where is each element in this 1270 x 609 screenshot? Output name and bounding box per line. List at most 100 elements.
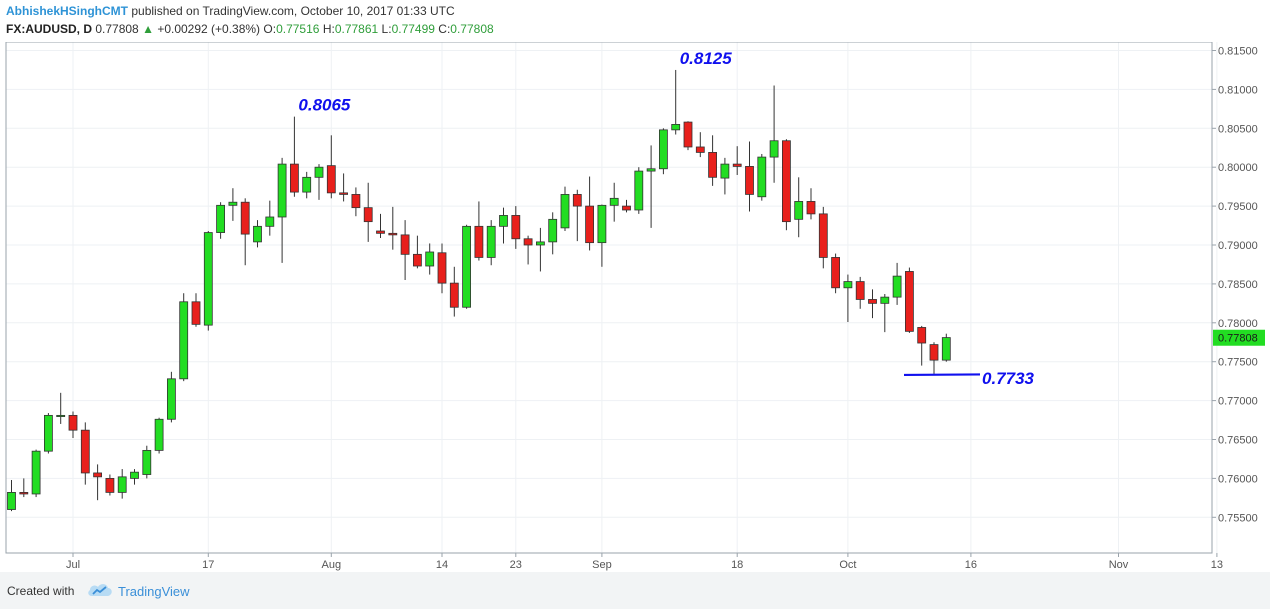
quote-line: FX:AUDUSD, D 0.77808 ▲ +0.00292 (+0.38%)… (6, 22, 494, 36)
y-tick-label: 0.75500 (1218, 512, 1258, 524)
chart-area[interactable]: 0.8065 0.8125 0.7733 0.81500 0.81000 0.80500… (0, 41, 1270, 572)
candle-down (683, 121, 693, 148)
candle-up (314, 166, 324, 178)
up-arrow-icon: ▲ (142, 22, 154, 36)
candle-down (339, 192, 349, 195)
candle-down (376, 230, 385, 234)
candle-up (302, 176, 312, 193)
y-tick-label: 0.77500 (1218, 357, 1258, 369)
last-price-marker: 0.77808 (1213, 329, 1265, 346)
candlestick-chart[interactable]: 0.8065 0.8125 0.7733 0.81500 0.81000 0.80500… (0, 41, 1270, 572)
chart-header: AbhishekHSinghCMT published on TradingVi… (0, 0, 1270, 42)
candle-down (695, 146, 705, 153)
candle-down (240, 201, 250, 235)
candle-up (499, 215, 508, 227)
candle-up (843, 281, 853, 289)
candle-up (560, 194, 570, 229)
candle-up (425, 251, 435, 267)
candle-down (732, 163, 742, 167)
candle-up (794, 201, 804, 220)
candle-down (437, 252, 447, 284)
candle-down (68, 414, 78, 431)
candle-down (868, 299, 877, 304)
x-tick-label: 18 (731, 559, 743, 571)
candle-up (892, 275, 902, 298)
candle-up (634, 170, 644, 211)
candle-down (929, 344, 939, 361)
candle-down (400, 234, 410, 255)
x-tick-label: Nov (1109, 559, 1129, 571)
candle-up (486, 225, 496, 258)
x-tick-label: 14 (436, 559, 448, 571)
tradingview-brand-link[interactable]: TradingView (118, 584, 190, 599)
candle-down (449, 282, 459, 308)
low-annotation: 0.7733 (982, 369, 1035, 388)
candle-down (806, 201, 816, 215)
candle-up (56, 414, 66, 417)
candle-up (536, 241, 545, 246)
candle-up (31, 450, 41, 495)
candles (7, 69, 951, 512)
candle-up (277, 163, 287, 218)
time-axis[interactable]: Jul 17 Aug 14 23 Sep 18 Oct 16 Nov 13 (66, 553, 1223, 571)
high-annotation: 0.8125 (680, 49, 733, 68)
candle-down (511, 215, 521, 240)
annotations: 0.8065 0.8125 0.7733 (298, 49, 1034, 388)
y-tick-label: 0.80500 (1218, 123, 1258, 135)
y-tick-label: 0.77000 (1218, 396, 1258, 408)
price-axis[interactable]: 0.81500 0.81000 0.80500 0.80000 0.79500 0.790… (1212, 46, 1258, 525)
candle-down (745, 166, 754, 195)
open-label: O: (263, 22, 277, 36)
candle-up (265, 216, 275, 227)
y-tick-label: 0.78500 (1218, 279, 1258, 291)
candle-down (93, 472, 102, 478)
y-tick-label: 0.79500 (1218, 201, 1258, 213)
published-text: published on TradingView.com, October 10… (131, 4, 455, 18)
publish-line: AbhishekHSinghCMT published on TradingVi… (6, 4, 455, 18)
candle-down (191, 301, 201, 325)
candle-down (388, 232, 398, 236)
candle-down (474, 225, 484, 258)
close-value: 0.77808 (450, 22, 494, 36)
author-link[interactable]: AbhishekHSinghCMT (6, 4, 128, 18)
high-annotation: 0.8065 (298, 96, 351, 115)
candle-down (19, 492, 29, 495)
last-price-box (1213, 329, 1265, 346)
candle-down (708, 152, 717, 178)
tradingview-cloud-icon[interactable] (86, 581, 114, 599)
candle-down (855, 281, 865, 300)
candle-up (203, 232, 213, 326)
candle-up (609, 197, 619, 206)
candle-up (880, 296, 890, 304)
candle-up (228, 201, 238, 206)
symbol-label[interactable]: FX:AUDUSD, D (6, 22, 92, 36)
candle-down (105, 477, 115, 493)
candle-down (523, 238, 533, 246)
y-tick-label: 0.80000 (1218, 162, 1258, 174)
candle-up (720, 163, 730, 179)
candle-down (363, 207, 373, 223)
candle-up (179, 301, 189, 380)
candle-down (905, 271, 914, 332)
candle-down (917, 327, 927, 344)
y-tick-label: 0.76000 (1218, 473, 1258, 485)
candle-up (166, 378, 176, 420)
footer: Created with TradingView (0, 572, 1270, 609)
y-tick-label: 0.79000 (1218, 240, 1258, 252)
candle-down (818, 213, 828, 258)
x-tick-label: 17 (202, 559, 214, 571)
last-price-label: 0.77808 (1218, 333, 1258, 345)
candle-up (646, 168, 656, 172)
candle-down (782, 140, 791, 223)
candle-up (154, 418, 164, 451)
candle-up (216, 204, 226, 233)
candle-up (548, 218, 558, 243)
open-value: 0.77516 (276, 22, 320, 36)
grid-lines (6, 42, 1218, 553)
low-label: L: (381, 22, 392, 36)
candle-up (253, 225, 262, 243)
x-tick-label: 23 (510, 559, 522, 571)
candle-down (412, 253, 422, 267)
candle-up (597, 204, 607, 244)
candle-down (585, 205, 594, 244)
